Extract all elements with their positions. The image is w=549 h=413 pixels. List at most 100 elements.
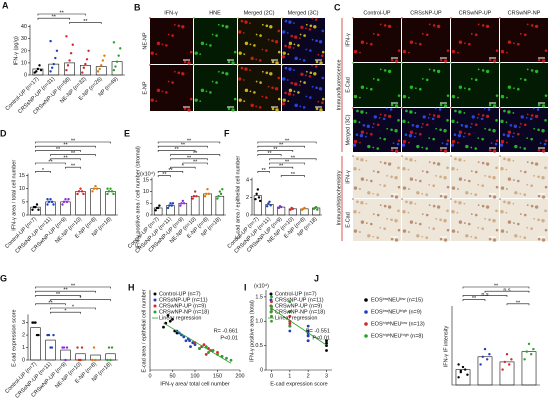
micrograph [194,65,237,111]
micrograph-feature [293,43,296,46]
micrograph-feature [194,51,198,55]
significance-label: n.s [503,288,511,294]
column-header: Merged (2C) [244,10,275,16]
micrograph-feature [397,139,401,142]
x-tick-label: 50 [169,373,175,379]
micrograph-feature [360,110,364,114]
micrograph-feature [457,188,459,190]
micrograph-feature [372,170,375,173]
bar [455,369,471,386]
significance-bracket [35,290,96,293]
data-point [96,70,100,73]
data-point [107,190,111,193]
bar [80,65,91,76]
micrograph-feature [409,158,413,162]
micrograph-feature [383,137,386,141]
micrograph-feature [499,62,501,64]
data-point [289,208,292,211]
micrograph-feature [397,228,401,232]
data-point [47,200,51,204]
micrograph [451,18,499,62]
micrograph-feature [519,122,522,125]
significance-bracket [50,307,96,310]
significance-label: ** [71,151,76,157]
micrograph-feature [474,236,478,239]
y-tick-label: 3 [22,320,25,326]
micrograph-feature [506,96,508,99]
micrograph-feature [199,100,202,103]
data-point [36,67,40,71]
micrograph-feature [541,104,546,108]
significance-bracket [157,145,208,148]
data-point [503,360,506,364]
micrograph-feature [533,217,536,220]
micrograph-feature [416,234,420,238]
micrograph-feature [373,115,377,119]
data-point [31,208,34,211]
data-point [205,192,208,196]
micrograph-feature [231,108,235,112]
micrograph-feature [379,113,382,116]
micrograph-feature [271,107,275,111]
micrograph-feature [390,148,394,152]
micrograph-feature [379,137,382,140]
micrograph-feature [477,226,480,229]
micrograph-feature [450,198,452,200]
micrograph-feature [352,155,354,157]
micrograph-feature [446,228,450,232]
data-point [91,358,94,362]
micrograph-feature [409,177,414,181]
micrograph-feature [421,146,424,149]
micrograph-feature [492,129,496,133]
micrograph-feature [443,176,447,180]
data-point [181,199,185,203]
micrograph-feature [506,51,508,54]
micrograph-feature [544,228,548,232]
micrograph-feature [517,87,520,91]
micrograph [353,108,401,152]
micrograph [238,18,281,64]
micrograph-feature [359,188,361,190]
micrograph-feature [353,186,358,190]
significance-label: ** [71,164,76,170]
data-point [67,198,70,201]
micrograph-feature [258,106,262,109]
bar [48,63,60,76]
data-point [107,346,111,349]
micrograph-feature [353,229,358,233]
data-point [115,60,119,63]
micrograph [500,63,548,107]
micrograph-feature [443,149,448,153]
micrograph-feature [249,69,251,72]
micrograph-feature [305,48,308,51]
micrograph-feature [421,213,424,216]
y-tick-label: 10 [19,186,25,192]
column-header: CRSsNP-UP [410,10,442,16]
micrograph-feature [517,222,520,226]
micrograph-feature [414,159,417,162]
micrograph-feature [261,23,264,26]
data-point [216,351,219,354]
data-point [71,43,74,46]
data-point [457,376,460,379]
data-point [110,346,114,349]
micrograph-feature [512,179,515,181]
micrograph-feature [525,116,528,119]
data-point [166,314,170,317]
data-point [65,35,68,38]
column-header: HNE [209,10,221,16]
micrograph-feature [305,95,308,98]
micrograph [353,156,401,198]
data-point [38,64,41,67]
micrograph-feature [460,124,464,127]
data-point [481,355,484,358]
micrograph-feature [265,24,269,28]
micrograph-feature [387,205,392,209]
micrograph-feature [255,105,258,108]
data-point [288,329,292,333]
significance-bracket [37,17,70,20]
significance-label: * [182,164,185,170]
micrograph-feature [421,235,424,238]
micrograph-feature [383,227,386,231]
